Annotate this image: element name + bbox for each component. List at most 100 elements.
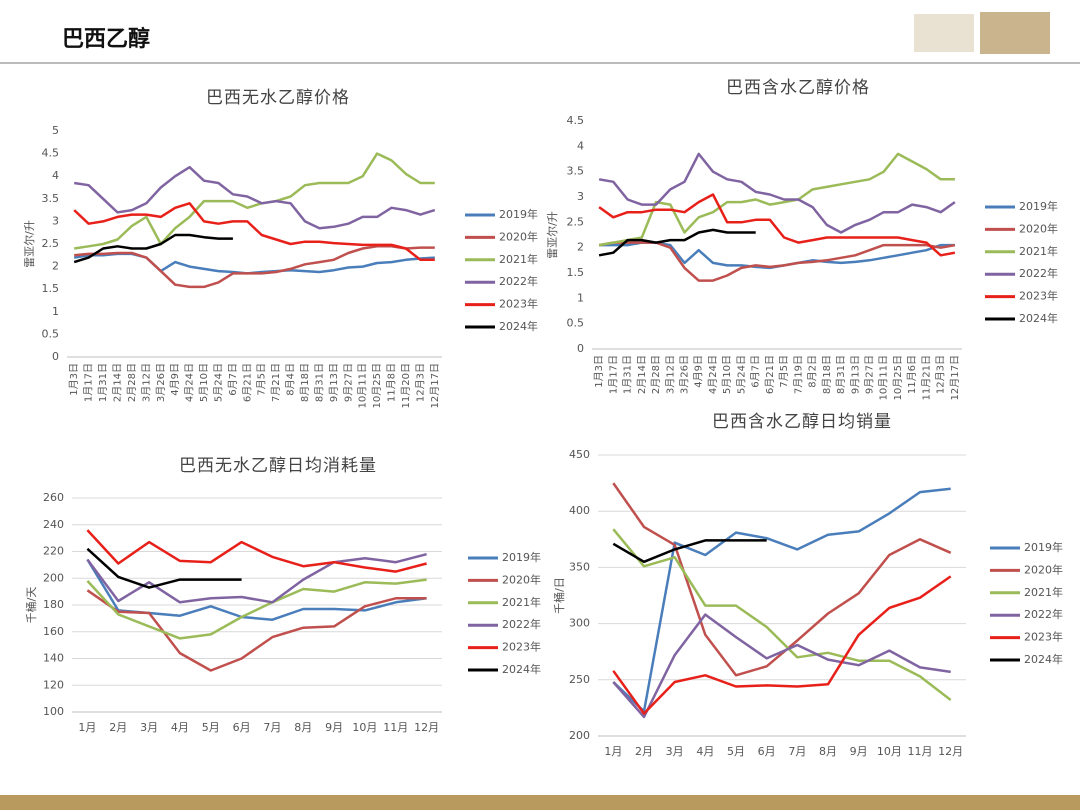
- x-tick-label: 6月21日: [764, 355, 776, 394]
- series-line: [86, 578, 427, 640]
- x-tick-label: 8月31日: [313, 363, 325, 402]
- x-tick-label: 1月31日: [97, 363, 109, 402]
- x-tick-label: 11月21日: [920, 355, 932, 400]
- x-tick-label: 8月2日: [807, 355, 819, 388]
- x-tick-label: 1月31日: [622, 355, 634, 394]
- y-tick-label: 0.5: [567, 317, 585, 330]
- x-tick-label: 1月3日: [68, 363, 80, 396]
- x-tick-label: 11月20日: [400, 363, 412, 408]
- y-tick-label: 2: [52, 260, 59, 273]
- legend-label: 2019年: [1019, 199, 1058, 213]
- series-line: [612, 528, 952, 701]
- legend-label: 2023年: [1024, 630, 1063, 644]
- series-line: [86, 589, 427, 672]
- legend-label: 2021年: [502, 595, 541, 609]
- legend-label: 2021年: [1024, 585, 1063, 599]
- legend-label: 2023年: [499, 297, 538, 311]
- series-line: [612, 482, 952, 677]
- x-tick-label: 3月12日: [140, 363, 152, 402]
- x-tick-label: 11月6日: [906, 355, 918, 394]
- y-tick-label: 1.5: [567, 266, 585, 279]
- legend-label: 2022年: [1019, 266, 1058, 280]
- x-tick-label: 3月: [666, 745, 684, 758]
- legend-label: 2019年: [499, 207, 538, 221]
- legend-label: 2021年: [499, 252, 538, 266]
- y-tick-label: 350: [569, 560, 590, 573]
- x-tick-label: 9月13日: [849, 355, 861, 394]
- x-tick-label: 2月: [109, 721, 127, 734]
- legend-label: 2022年: [1024, 607, 1063, 621]
- x-tick-label: 5月: [727, 745, 745, 758]
- y-tick-label: 240: [43, 518, 64, 531]
- x-tick-label: 9月13日: [328, 363, 340, 402]
- x-tick-label: 8月4日: [285, 363, 297, 396]
- x-tick-label: 7月5日: [256, 363, 268, 396]
- x-tick-label: 12月17日: [429, 363, 441, 408]
- legend-label: 2024年: [1024, 652, 1063, 666]
- x-tick-label: 7月5日: [778, 355, 790, 388]
- page-title: 巴西乙醇: [62, 26, 150, 52]
- legend-label: 2020年: [1019, 221, 1058, 235]
- legend-label: 2020年: [499, 229, 538, 243]
- series-line: [74, 152, 435, 250]
- y-tick-label: 5: [52, 124, 59, 137]
- x-tick-label: 4月24日: [707, 355, 719, 394]
- legend-label: 2020年: [502, 572, 541, 586]
- y-tick-label: 400: [569, 504, 590, 517]
- y-tick-label: 450: [569, 448, 590, 461]
- chart-title: 巴西无水乙醇价格: [206, 88, 350, 108]
- x-tick-label: 3月12日: [664, 355, 676, 394]
- series-line: [73, 202, 435, 262]
- y-axis-label: 雷亚尔/升: [23, 220, 36, 268]
- y-tick-label: 1: [577, 291, 584, 304]
- series-line: [598, 193, 956, 257]
- series-line: [86, 547, 242, 589]
- y-tick-label: 4.5: [567, 114, 585, 127]
- x-tick-label: 12月17日: [949, 355, 961, 400]
- y-axis-label: 千桶/日: [552, 577, 566, 614]
- legend-label: 2022年: [499, 274, 538, 288]
- x-tick-label: 7月21日: [270, 363, 282, 402]
- y-tick-label: 2: [577, 241, 584, 254]
- x-tick-label: 5月10日: [721, 355, 733, 394]
- chart-title: 巴西无水乙醇日均消耗量: [179, 456, 377, 476]
- y-tick-label: 0: [577, 342, 584, 355]
- x-tick-label: 6月7日: [750, 355, 762, 388]
- x-tick-label: 5月10日: [198, 363, 210, 402]
- y-tick-label: 1: [52, 305, 59, 318]
- x-tick-label: 8月: [819, 745, 837, 758]
- x-tick-label: 3月26日: [679, 355, 691, 394]
- y-tick-label: 220: [43, 545, 64, 558]
- x-tick-label: 9月27日: [864, 355, 876, 394]
- x-tick-label: 4月: [696, 745, 714, 758]
- legend-label: 2023年: [502, 640, 541, 654]
- legend-label: 2021年: [1019, 244, 1058, 258]
- x-tick-label: 5月: [202, 721, 220, 734]
- x-tick-label: 10月25日: [892, 355, 904, 400]
- x-tick-label: 6月7日: [227, 363, 239, 396]
- x-tick-label: 2月28日: [126, 363, 138, 402]
- x-tick-label: 1月3日: [593, 355, 605, 388]
- y-axis-label: 千桶/天: [24, 587, 38, 624]
- y-tick-label: 100: [43, 705, 64, 718]
- y-tick-label: 4.5: [42, 147, 60, 160]
- series-line: [612, 539, 767, 564]
- logo-left: [914, 14, 974, 52]
- x-tick-label: 5月24日: [735, 355, 747, 394]
- x-tick-label: 10月25日: [371, 363, 383, 408]
- x-tick-label: 2月: [635, 745, 653, 758]
- x-tick-label: 9月: [850, 745, 868, 758]
- legend-label: 2020年: [1024, 562, 1063, 576]
- x-tick-label: 8月18日: [821, 355, 833, 394]
- x-tick-label: 1月: [604, 745, 622, 758]
- x-tick-label: 6月: [758, 745, 776, 758]
- y-tick-label: 2.5: [42, 237, 60, 250]
- x-tick-label: 10月11日: [878, 355, 890, 400]
- x-tick-label: 5月24日: [212, 363, 224, 402]
- x-tick-label: 7月19日: [792, 355, 804, 394]
- x-tick-label: 2月28日: [650, 355, 662, 394]
- x-tick-label: 3月26日: [155, 363, 167, 402]
- x-tick-label: 12月3日: [414, 363, 426, 402]
